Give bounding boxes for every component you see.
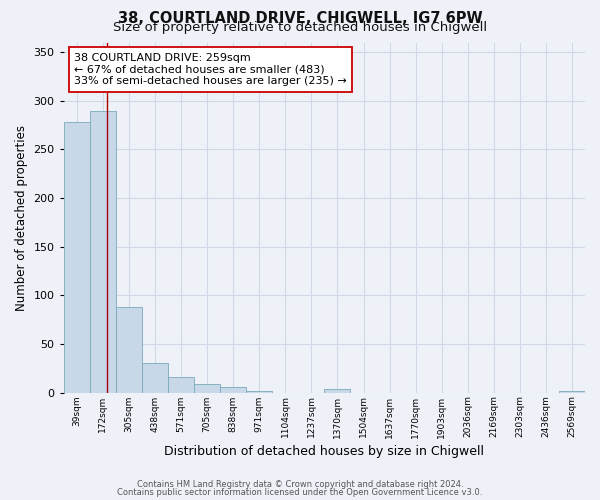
Bar	[559, 390, 585, 392]
Bar	[246, 390, 272, 392]
X-axis label: Distribution of detached houses by size in Chigwell: Distribution of detached houses by size …	[164, 444, 484, 458]
Text: 38 COURTLAND DRIVE: 259sqm
← 67% of detached houses are smaller (483)
33% of sem: 38 COURTLAND DRIVE: 259sqm ← 67% of deta…	[74, 53, 347, 86]
Text: Size of property relative to detached houses in Chigwell: Size of property relative to detached ho…	[113, 21, 487, 34]
Text: Contains HM Land Registry data © Crown copyright and database right 2024.: Contains HM Land Registry data © Crown c…	[137, 480, 463, 489]
Bar	[142, 364, 168, 392]
Bar	[194, 384, 220, 392]
Y-axis label: Number of detached properties: Number of detached properties	[15, 124, 28, 310]
Bar	[168, 377, 194, 392]
Bar	[64, 122, 90, 392]
Text: 38, COURTLAND DRIVE, CHIGWELL, IG7 6PW: 38, COURTLAND DRIVE, CHIGWELL, IG7 6PW	[118, 11, 482, 26]
Text: Contains public sector information licensed under the Open Government Licence v3: Contains public sector information licen…	[118, 488, 482, 497]
Bar	[90, 110, 116, 392]
Bar	[324, 389, 350, 392]
Bar	[220, 387, 246, 392]
Bar	[116, 307, 142, 392]
